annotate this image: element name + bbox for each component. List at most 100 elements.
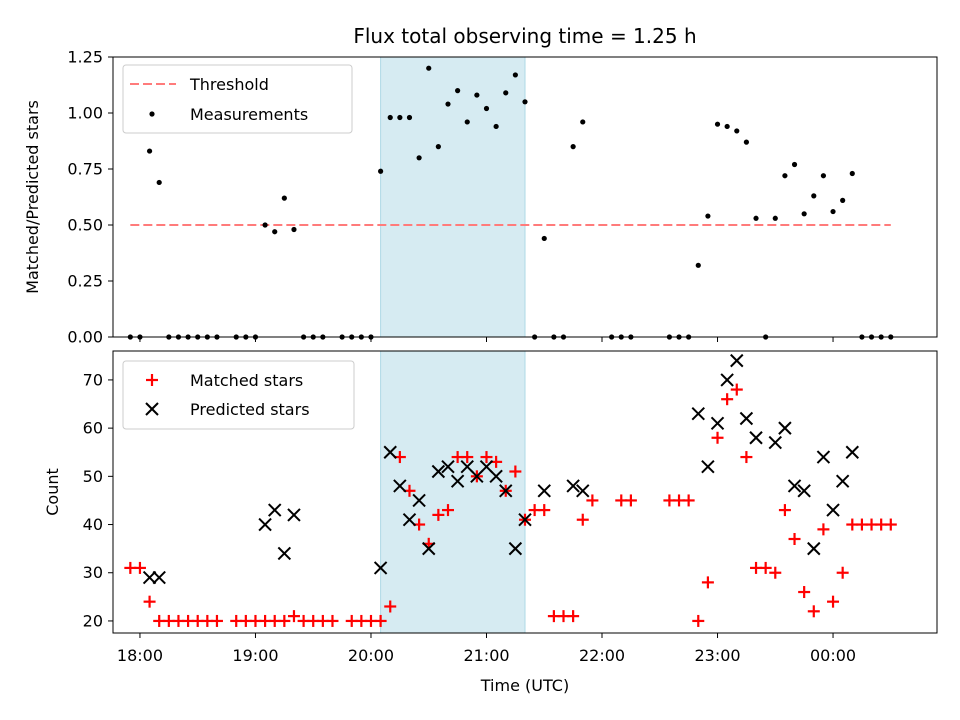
measurements-legend-swatch: [149, 111, 155, 117]
matched-star-point: [509, 465, 522, 478]
predicted-star-point: [489, 469, 503, 484]
predicted-star-point: [730, 353, 744, 368]
predicted-star-point: [383, 445, 397, 459]
predicted-star-point: [373, 561, 388, 575]
matched-star-point: [730, 383, 743, 396]
measurement-point: [743, 139, 750, 145]
bottom-y-tick-label: 70: [83, 370, 103, 389]
predicted-star-mark-b: [768, 435, 782, 450]
matched-star-point: [721, 393, 734, 406]
matched-star-point: [798, 586, 811, 599]
bottom-x-tick-label: 18:00: [117, 646, 163, 665]
matched-star-point: [287, 610, 300, 623]
predicted-star-mark-b: [431, 464, 446, 479]
predicted-star-mark-b: [537, 484, 551, 498]
predicted-star-point: [441, 459, 455, 474]
predicted-star-point: [816, 450, 831, 464]
bottom-x-tick-label: 22:00: [579, 646, 625, 665]
bottom-x-tick-label: 23:00: [694, 646, 740, 665]
measurement-point: [570, 144, 576, 150]
predicted-star-point: [499, 484, 513, 498]
bottom-y-tick-label: 60: [83, 419, 103, 438]
predicted-star-point: [402, 513, 417, 527]
measurement-point: [146, 148, 153, 154]
predicted-star-point: [720, 373, 734, 387]
predicted-star-mark-b: [258, 517, 272, 532]
predicted-star-point: [845, 445, 859, 459]
predicted-star-mark-b: [787, 479, 802, 493]
predicted-star-mark-b: [373, 561, 388, 575]
measurement-point: [464, 119, 470, 125]
bottom-y-tick-label: 20: [83, 611, 103, 630]
predicted-star-point: [807, 541, 821, 556]
measurement-point: [387, 114, 393, 121]
measurement-point: [426, 65, 432, 71]
bottom-plot-frame: [112, 350, 938, 634]
bottom-y-axis-label: Count: [43, 468, 62, 516]
predicted-star-mark-b: [518, 513, 532, 527]
measurement-point: [772, 215, 778, 221]
predicted-star-point: [537, 484, 551, 498]
bottom-legend: Matched stars Predicted stars: [122, 360, 355, 430]
top-legend: Threshold Measurements: [122, 64, 353, 134]
matched-star-point: [817, 523, 830, 536]
matched-star-point: [701, 576, 714, 589]
top-plot-frame: [112, 56, 938, 338]
bottom-x-axis-label: Time (UTC): [480, 676, 569, 695]
predicted-star-point: [287, 508, 301, 522]
predicted-star-mark-b: [701, 459, 715, 474]
predicted-star-mark-b: [383, 445, 397, 459]
predicted-star-mark-b: [287, 508, 301, 522]
measurement-point: [782, 173, 788, 179]
predicted-star-point: [431, 464, 446, 479]
matched-star-point: [576, 513, 589, 526]
measurement-point: [156, 179, 162, 186]
matched-star-point: [682, 494, 695, 507]
matched-star-point: [884, 518, 897, 531]
matched-star-point: [827, 595, 840, 608]
measurement-point: [445, 101, 451, 107]
predicted-star-point: [710, 416, 725, 431]
measurement-point: [512, 72, 518, 78]
measurement-point: [734, 128, 740, 134]
predicted-star-point: [268, 503, 282, 517]
predicted-star-mark-b: [749, 431, 763, 445]
matched-star-point: [278, 614, 291, 627]
matched-star-point: [836, 566, 849, 579]
predicted-star-mark-b: [739, 411, 754, 426]
predicted-star-mark-b: [450, 474, 465, 488]
measurement-point: [830, 208, 836, 215]
bottom-x-tick-label: 21:00: [463, 646, 509, 665]
measurement-point: [503, 90, 509, 96]
matched-star-point: [538, 504, 551, 517]
matched-star-point: [807, 605, 820, 618]
predicted-star-mark-b: [576, 484, 590, 498]
measurement-point: [522, 99, 528, 105]
predicted-star-mark-b: [441, 459, 455, 474]
predicted-star-mark-b: [489, 469, 503, 484]
matched-star-point: [210, 614, 223, 627]
predicted-star-mark-b: [508, 541, 523, 556]
matched-star-point: [374, 614, 387, 627]
measurement-point: [291, 226, 297, 233]
predicted-star-mark-b: [422, 541, 436, 556]
predicted-star-point: [576, 484, 590, 498]
predicted-star-point: [778, 421, 792, 435]
bottom-x-tick-label: 20:00: [348, 646, 394, 665]
threshold-legend-label: Threshold: [189, 75, 269, 94]
predicted-star-point: [739, 411, 754, 426]
measurement-point: [811, 193, 817, 199]
measurement-point: [801, 211, 807, 217]
measurement-point: [695, 262, 701, 268]
measurement-point: [753, 215, 759, 221]
matched-star-point: [326, 614, 339, 627]
predicted-star-point: [701, 459, 715, 474]
measurement-point: [580, 119, 586, 125]
matched-star-point: [759, 561, 772, 574]
top-y-tick-label: 1.25: [67, 48, 103, 67]
matched-legend-label: Matched stars: [190, 371, 303, 390]
predicted-star-point: [142, 570, 157, 585]
matched-star-point: [441, 504, 454, 517]
measurement-point: [820, 173, 827, 179]
